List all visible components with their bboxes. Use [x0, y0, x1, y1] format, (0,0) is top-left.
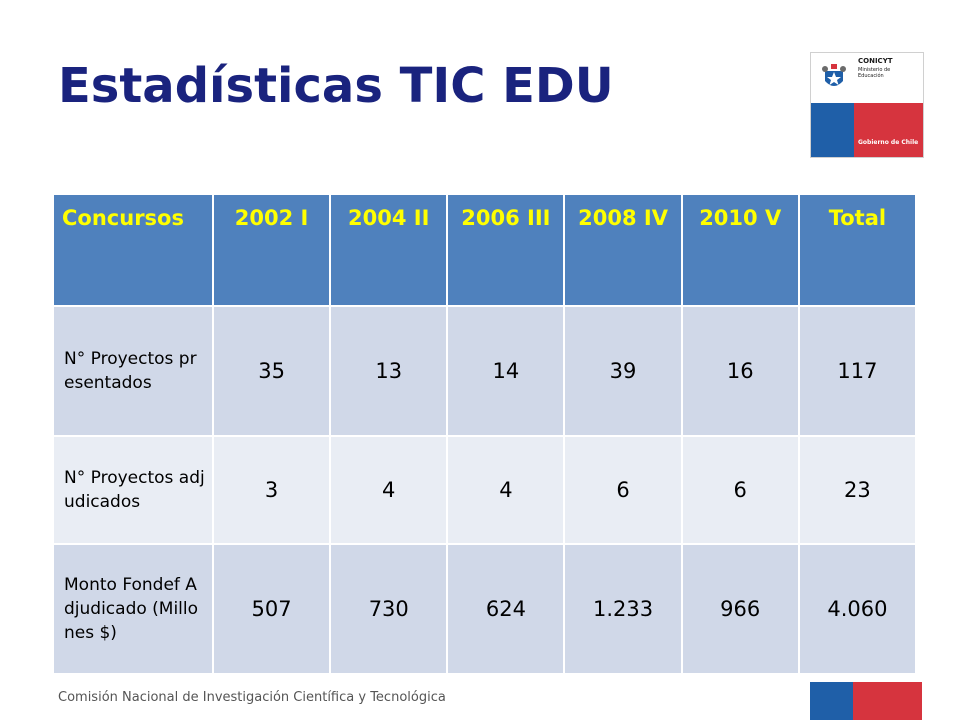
- logo-org-name: CONICYT: [858, 57, 893, 65]
- statistics-table: Concursos 2002 I 2004 II 2006 III 2008 I…: [52, 193, 918, 675]
- header-2006: 2006 III: [446, 193, 566, 307]
- footer-text: Comisión Nacional de Investigación Cient…: [58, 690, 446, 705]
- table-row: N° Proyectos presentados 35 13 14 39 16 …: [52, 305, 918, 437]
- table-cell: 13: [329, 305, 449, 437]
- header-2010: 2010 V: [680, 193, 800, 307]
- logo-blue-band: [811, 53, 854, 157]
- table-cell: 507: [211, 543, 332, 675]
- table-cell: 730: [329, 543, 449, 675]
- table-cell: 6: [680, 435, 800, 545]
- slide-title: Estadísticas TIC EDU: [58, 58, 614, 114]
- logo-government-name: Gobierno de Chile: [858, 139, 919, 146]
- flag-red-segment: [853, 682, 922, 720]
- row-label: Monto Fondef Adjudicado (Millones $): [52, 543, 214, 675]
- header-total: Total: [797, 193, 918, 307]
- table-cell: 4.060: [797, 543, 918, 675]
- table-cell: 1.233: [563, 543, 683, 675]
- header-2004: 2004 II: [329, 193, 449, 307]
- table-cell: 624: [446, 543, 566, 675]
- header-2008: 2008 IV: [563, 193, 683, 307]
- table-cell: 39: [563, 305, 683, 437]
- footer-flag-bar: [810, 682, 922, 720]
- logo-ministry-name: Ministerio de Educación: [858, 67, 891, 79]
- table-header-row: Concursos 2002 I 2004 II 2006 III 2008 I…: [52, 193, 918, 307]
- table-cell: 14: [446, 305, 566, 437]
- row-label: N° Proyectos adjudicados: [52, 435, 214, 545]
- header-2002: 2002 I: [211, 193, 332, 307]
- logo-white-band-right: CONICYT Ministerio de Educación: [854, 53, 923, 103]
- table-cell: 6: [563, 435, 683, 545]
- header-concursos: Concursos: [52, 193, 214, 307]
- conicyt-logo: CONICYT Ministerio de Educación Gobierno…: [811, 53, 923, 157]
- table-cell: 23: [797, 435, 918, 545]
- logo-red-band: CONICYT Ministerio de Educación Gobierno…: [854, 53, 923, 157]
- table-cell: 966: [680, 543, 800, 675]
- table-cell: 3: [211, 435, 332, 545]
- table-cell: 35: [211, 305, 332, 437]
- table-cell: 4: [329, 435, 449, 545]
- table-cell: 117: [797, 305, 918, 437]
- table-cell: 4: [446, 435, 566, 545]
- table-cell: 16: [680, 305, 800, 437]
- row-label: N° Proyectos presentados: [52, 305, 214, 437]
- table-row: Monto Fondef Adjudicado (Millones $) 507…: [52, 543, 918, 675]
- table-row: N° Proyectos adjudicados 3 4 4 6 6 23: [52, 435, 918, 545]
- flag-blue-segment: [810, 682, 853, 720]
- coat-of-arms-icon: [822, 64, 846, 86]
- logo-white-band: [811, 53, 854, 103]
